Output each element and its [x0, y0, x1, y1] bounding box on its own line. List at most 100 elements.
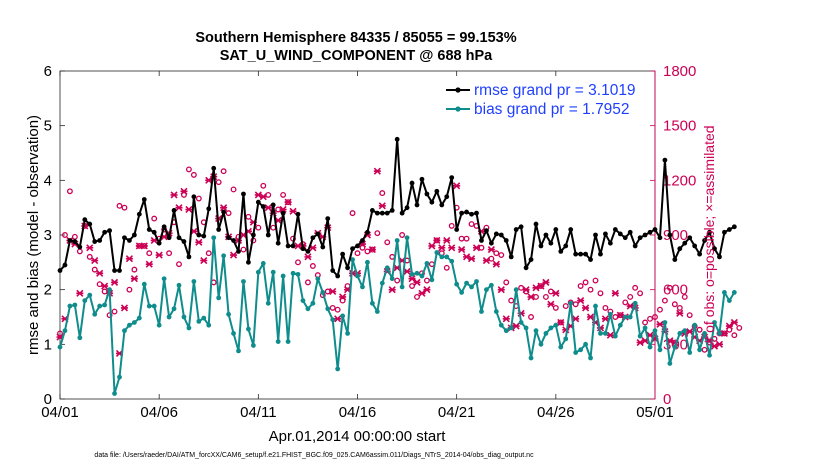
bias-point [295, 271, 301, 277]
rmse-point [726, 227, 732, 232]
rmse-point [161, 224, 167, 230]
bias-point [469, 284, 474, 290]
rmse-point [365, 229, 370, 235]
possible-marker [126, 286, 133, 293]
bias-point [389, 276, 395, 282]
bias-point [97, 303, 103, 309]
rmse-point [241, 191, 246, 197]
bias-point [484, 287, 489, 293]
possible-marker [329, 304, 336, 311]
bias-point [355, 273, 360, 279]
assimilated-marker [730, 318, 738, 327]
y-tick-label-right: 1500 [663, 118, 696, 135]
bias-point [201, 315, 207, 321]
bias-point [255, 269, 261, 275]
bias-point [612, 333, 618, 339]
assimilated-marker [205, 176, 213, 184]
possible-marker [622, 299, 629, 306]
bias-point [518, 320, 524, 325]
rmse-point [265, 232, 271, 238]
bias-point [360, 284, 365, 290]
bias-point [300, 298, 306, 303]
rmse-point [67, 238, 73, 243]
rmse-point [682, 240, 688, 246]
bias-point [503, 328, 509, 334]
rmse-point [607, 240, 613, 246]
rmse-point [533, 221, 539, 227]
bias-point [250, 343, 256, 348]
assimilated-marker [547, 300, 555, 308]
rmse-point [598, 251, 603, 257]
possible-marker [681, 294, 688, 300]
assimilated-marker [185, 205, 193, 214]
bias-point [707, 352, 712, 358]
bias-point [712, 320, 717, 325]
possible-marker [379, 190, 386, 197]
rmse-point [330, 268, 336, 273]
possible-marker [523, 288, 530, 295]
possible-marker [577, 283, 584, 289]
rmse-point [454, 227, 460, 232]
rmse-point [474, 210, 479, 216]
rmse-point [697, 251, 703, 257]
bias-point [82, 298, 88, 303]
bias-point [211, 235, 217, 241]
rmse-point [290, 243, 296, 249]
bias-point [151, 303, 157, 309]
possible-marker [602, 304, 609, 311]
possible-marker [642, 319, 649, 326]
bias-point [717, 331, 722, 336]
possible-marker [468, 221, 475, 228]
x-tick-label: 04/06 [140, 404, 178, 421]
rmse-point [127, 238, 132, 243]
bias-point [667, 361, 673, 366]
possible-marker [275, 206, 282, 213]
possible-marker [260, 182, 267, 189]
possible-marker [146, 250, 153, 257]
rmse-point [568, 227, 574, 232]
rmse-point [72, 239, 78, 244]
y-tick-label-left: 1 [44, 336, 52, 353]
rmse-point [573, 251, 579, 257]
rmse-point [712, 246, 717, 252]
bias-point [533, 328, 539, 334]
possible-marker [414, 294, 420, 300]
bias-point [330, 317, 336, 323]
assimilated-marker [76, 289, 84, 297]
possible-marker [701, 346, 708, 353]
bias-point [92, 311, 98, 317]
assimilated-marker [264, 204, 272, 212]
possible-marker [721, 330, 728, 337]
bias-point [156, 322, 162, 328]
rmse-point [484, 228, 489, 234]
rmse-point [374, 210, 380, 216]
bias-point [305, 306, 311, 312]
rmse-point [191, 194, 197, 200]
possible-marker [557, 319, 564, 326]
possible-marker [166, 250, 173, 257]
possible-marker [676, 304, 683, 311]
y-tick-label-right: 1800 [663, 63, 696, 80]
bias-point [583, 341, 588, 347]
rmse-point [141, 197, 147, 202]
assimilated-marker [403, 267, 411, 276]
bias-point [617, 322, 623, 328]
rmse-point [702, 238, 707, 243]
possible-marker [304, 279, 311, 286]
assimilated-marker [101, 282, 109, 290]
possible-marker [666, 284, 673, 291]
rmse-point [528, 257, 534, 262]
rmse-point [305, 249, 311, 254]
bias-point [603, 331, 608, 336]
assimilated-marker [606, 331, 614, 339]
assimilated-marker [428, 242, 436, 250]
assimilated-marker [130, 275, 138, 283]
bias-point [265, 300, 271, 306]
bias-point [146, 303, 152, 309]
assimilated-marker [408, 275, 416, 283]
possible-marker [478, 244, 485, 251]
rmse-point [151, 229, 157, 235]
rmse-point [136, 211, 142, 217]
possible-marker [96, 281, 103, 288]
